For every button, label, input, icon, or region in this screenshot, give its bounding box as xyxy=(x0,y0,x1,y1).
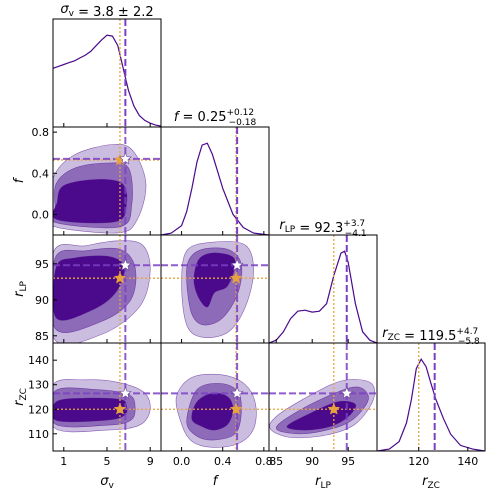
title-symbol: σ xyxy=(60,2,69,17)
title-upper-error: +0.12 xyxy=(227,108,255,118)
title-value: = 92.3 xyxy=(295,221,343,236)
title-subscript: v xyxy=(69,9,75,19)
title-lower-error: −5.8 xyxy=(458,337,480,347)
y-tick-label-rZC: 130 xyxy=(28,379,49,392)
title-symbol: f xyxy=(174,110,181,125)
panel-frame xyxy=(376,342,486,452)
label-symbol: r xyxy=(12,399,27,406)
panel-3-0-content xyxy=(53,343,161,451)
title-lower-error: −4.1 xyxy=(345,229,367,239)
bestfit-star xyxy=(230,386,244,399)
bestfit-star xyxy=(118,386,132,399)
y-tick-label-rZC: 110 xyxy=(28,428,49,441)
x-tick-label-rZC: 140 xyxy=(457,455,478,468)
y-tick-label-f: 0.4 xyxy=(32,167,50,180)
reference-star xyxy=(113,271,127,284)
y-tick-label-rZC: 120 xyxy=(28,403,49,416)
panel-3-1-content xyxy=(161,343,269,451)
label-symbol: σ xyxy=(100,474,109,489)
panel-2-2-content xyxy=(269,235,377,343)
title-rLP: rLP = 92.3+3.7 −4.1 xyxy=(279,218,366,239)
marginal-curve-sv xyxy=(53,34,161,127)
panel-2-1-content xyxy=(161,235,269,343)
title-value: = 0.25 xyxy=(178,110,226,125)
panel-1-1-content xyxy=(161,127,269,235)
title-f: f = 0.25+0.12 −0.18 xyxy=(174,108,257,128)
reference-star xyxy=(229,402,243,415)
title-upper-error: +3.7 xyxy=(343,219,365,229)
title-value: = 119.5 xyxy=(400,329,456,344)
y-tick-label-rLP: 90 xyxy=(35,294,49,307)
title-rZC: rZC = 119.5+4.7 −5.8 xyxy=(382,326,480,347)
title-symbol: r xyxy=(382,326,389,341)
label-symbol: f xyxy=(12,176,27,183)
y-tick-label-rZC: 140 xyxy=(28,354,49,367)
bestfit-star xyxy=(118,258,132,271)
x-tick-label-sv: 9 xyxy=(147,455,154,468)
panel-3-3-content xyxy=(377,343,485,451)
title-lower-error: −0.18 xyxy=(229,118,257,128)
y-tick-label-f: 0.8 xyxy=(32,126,50,139)
bestfit-star xyxy=(118,152,132,165)
title-upper-error: +4.7 xyxy=(456,327,478,337)
x-tick-label-rLP: 95 xyxy=(341,455,355,468)
y-axis-label-rLP: rLP xyxy=(12,281,29,297)
reference-star xyxy=(327,402,341,415)
label-subscript: v xyxy=(108,481,114,491)
label-symbol: r xyxy=(422,474,429,489)
label-subscript: ZC xyxy=(427,481,439,491)
panel-frame xyxy=(160,126,270,236)
x-axis-label-f: f xyxy=(213,474,220,489)
x-tick-label-rLP: 85 xyxy=(269,455,283,468)
x-tick-label-sv: 1 xyxy=(60,455,67,468)
marginal-curve-f xyxy=(161,142,269,235)
x-tick-label-f: 0.4 xyxy=(214,455,232,468)
x-tick-label-f: 0.0 xyxy=(173,455,191,468)
panel-3-2-content xyxy=(269,343,377,451)
y-tick-label-rLP: 85 xyxy=(35,330,49,343)
panel-2-0-content xyxy=(53,235,161,343)
x-axis-label-rZC: rZC xyxy=(422,474,440,491)
panel-0-0-content xyxy=(53,19,161,127)
x-tick-label-rZC: 120 xyxy=(408,455,429,468)
marginal-curve-rZC xyxy=(377,358,485,451)
x-tick-label-rLP: 90 xyxy=(305,455,319,468)
contour-sv-rZC-2 xyxy=(53,397,128,423)
bestfit-star xyxy=(230,258,244,271)
title-subscript: ZC xyxy=(388,333,400,343)
marginal-curve-rLP xyxy=(269,250,377,343)
label-subscript: LP xyxy=(320,481,331,491)
bestfit-star xyxy=(340,386,354,399)
title-sv: σv = 3.8 ± 2.2 xyxy=(60,2,153,20)
title-value: = 3.8 ± 2.2 xyxy=(74,5,154,20)
label-symbol: r xyxy=(12,290,27,297)
panel-1-0-content xyxy=(53,127,161,235)
label-symbol: r xyxy=(315,474,322,489)
x-axis-label-rLP: rLP xyxy=(315,474,331,491)
contour-f-rLP-2 xyxy=(193,252,236,308)
y-axis-label-f: f xyxy=(12,176,27,183)
reference-star xyxy=(229,271,243,284)
reference-star xyxy=(113,402,127,415)
x-tick-label-sv: 5 xyxy=(104,455,111,468)
title-subscript: LP xyxy=(285,225,296,235)
title-symbol: r xyxy=(279,218,286,233)
contour-sv-f-2 xyxy=(53,179,128,224)
y-tick-label-rLP: 95 xyxy=(35,258,49,271)
label-subscript: ZC xyxy=(19,388,29,400)
x-tick-label-f: 0.8 xyxy=(255,455,273,468)
x-axis-label-sv: σv xyxy=(100,474,114,491)
y-axis-label-rZC: rZC xyxy=(12,388,29,406)
y-tick-label-f: 0.0 xyxy=(32,208,50,221)
label-symbol: f xyxy=(213,474,220,489)
label-subscript: LP xyxy=(19,281,29,292)
